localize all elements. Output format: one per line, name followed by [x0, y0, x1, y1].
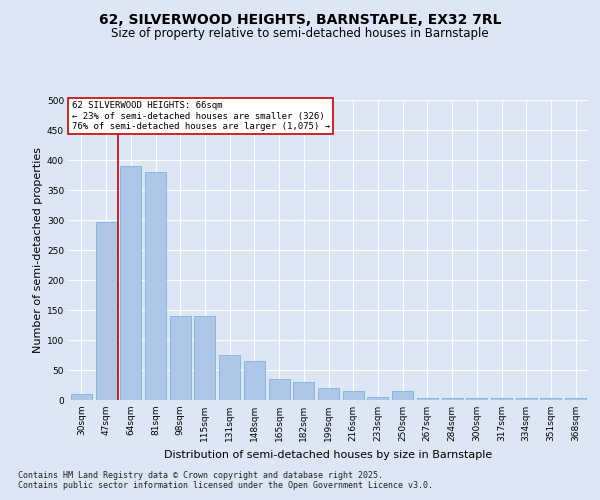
Bar	[194, 316, 215, 400]
Bar	[541, 398, 562, 400]
Bar	[293, 382, 314, 400]
Bar	[269, 379, 290, 400]
X-axis label: Distribution of semi-detached houses by size in Barnstaple: Distribution of semi-detached houses by …	[164, 450, 493, 460]
Bar	[170, 316, 191, 400]
Bar	[417, 398, 438, 400]
Bar	[244, 361, 265, 400]
Bar	[466, 398, 487, 400]
Bar	[367, 397, 388, 400]
Bar	[343, 391, 364, 400]
Bar	[71, 394, 92, 400]
Bar	[120, 166, 141, 400]
Text: 62, SILVERWOOD HEIGHTS, BARNSTAPLE, EX32 7RL: 62, SILVERWOOD HEIGHTS, BARNSTAPLE, EX32…	[99, 12, 501, 26]
Bar	[516, 398, 537, 400]
Bar	[565, 398, 586, 400]
Bar	[95, 222, 116, 400]
Bar	[491, 398, 512, 400]
Bar	[219, 355, 240, 400]
Bar	[318, 388, 339, 400]
Bar	[442, 398, 463, 400]
Y-axis label: Number of semi-detached properties: Number of semi-detached properties	[33, 147, 43, 353]
Bar	[145, 172, 166, 400]
Text: 62 SILVERWOOD HEIGHTS: 66sqm
← 23% of semi-detached houses are smaller (326)
76%: 62 SILVERWOOD HEIGHTS: 66sqm ← 23% of se…	[71, 102, 329, 132]
Text: Contains HM Land Registry data © Crown copyright and database right 2025.
Contai: Contains HM Land Registry data © Crown c…	[18, 470, 433, 490]
Text: Size of property relative to semi-detached houses in Barnstaple: Size of property relative to semi-detach…	[111, 28, 489, 40]
Bar	[392, 391, 413, 400]
